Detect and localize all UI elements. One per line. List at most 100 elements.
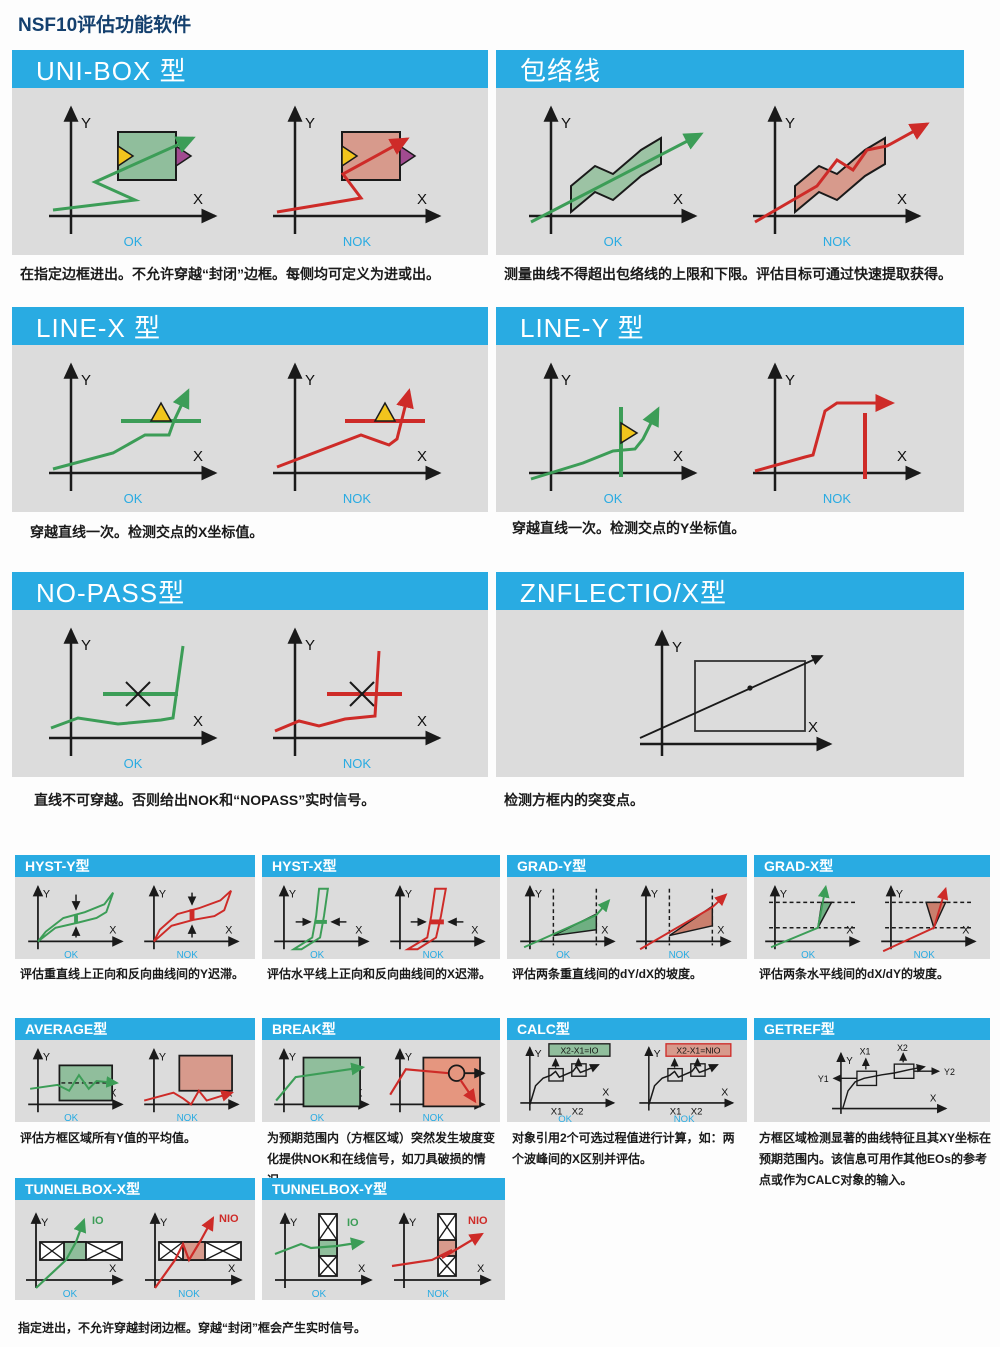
panel-average-header: AVERAGE型 (15, 1018, 255, 1040)
nok-curve (882, 886, 949, 953)
panel-grady: GRAD-Y型 Y X OK Y X (507, 855, 747, 959)
caption-calc: 对象引用2个可选过程值进行计算，如：两个波峰间的X区别并评估。 (512, 1131, 735, 1166)
panel-liney-header: LINE-Y 型 (496, 307, 964, 345)
x2-label: X2 (572, 1106, 584, 1117)
trigger-marker (620, 421, 639, 445)
caption-average: 评估方框区域所有Y值的平均值。 (20, 1131, 197, 1145)
y2-label: Y2 (944, 1067, 955, 1077)
calc-nok-diagram: Y X X2-X1=NIO X1 X2 NOK (639, 1043, 735, 1122)
cross-marker (349, 681, 375, 707)
nok-curve-in (389, 1068, 449, 1096)
page-title: NSF10评估功能软件 (18, 15, 192, 36)
nok-label: NOK (423, 950, 445, 959)
x-axis-label: X (673, 448, 683, 465)
y1-label: Y1 (817, 1074, 828, 1084)
ok-curve (275, 1062, 366, 1102)
panel-tunnelboxx-body: Y X IO OK Y X (15, 1200, 255, 1300)
grady-ok-diagram: Y X OK (520, 885, 616, 959)
nok-label: NOK (343, 756, 372, 771)
exit-marker (399, 144, 417, 168)
caption-linex: 穿越直线一次。检测交点的X坐标值。 (30, 524, 264, 540)
nok-label: NOK (669, 950, 691, 959)
ok-curve (52, 136, 196, 212)
calc-ok-diagram: Y X X2-X1=IO X1 X2 OK (520, 1043, 616, 1122)
caption-envelope: 测量曲线不得超出包络线的上限和下限。评估目标可通过快速提取获得。 (504, 266, 952, 282)
y-axis-label: Y (651, 889, 658, 901)
blocked-cross-segments (158, 1241, 242, 1261)
y-axis-label: Y (81, 115, 91, 132)
x1-label: X1 (670, 1106, 682, 1117)
panel-calc-header: CALC型 (507, 1018, 747, 1040)
x-axis-label: X (471, 925, 478, 937)
gradx-ok-diagram: Y X OK (765, 884, 861, 959)
gradient-wedge (925, 901, 947, 930)
caption-unibox: 在指定边框进出。不允许穿越“封闭”边框。每侧均可定义为进或出。 (20, 266, 440, 282)
y-axis-label: Y (780, 889, 787, 901)
x-axis-label: X (477, 1263, 485, 1275)
tunnelboxy-ok-diagram: Y X IO OK (274, 1212, 373, 1298)
y-axis-label: Y (409, 1217, 417, 1229)
x-axis-label: X (808, 719, 818, 736)
panel-liney-body: Y X OK Y X NOK (496, 345, 964, 512)
x-axis-label: X (417, 191, 427, 208)
x-axis-label: X (897, 448, 907, 465)
measure-curve (639, 655, 824, 739)
ok-label: OK (310, 950, 325, 959)
formula-label: X2-X1=NIO (676, 1045, 720, 1055)
panel-hystx-body: Y X OK Y X NOK (262, 877, 500, 959)
ok-label: OK (64, 1113, 79, 1122)
panel-nopass-header: NO-PASS型 (12, 572, 488, 610)
detection-box (694, 660, 806, 732)
panel-grady-body: Y X OK Y X NOK (507, 877, 747, 959)
x-axis-label: X (109, 925, 116, 937)
panel-envelope-header: 包络线 (496, 50, 964, 88)
ok-label: OK (124, 234, 143, 249)
panel-getref: GETREF型 Y X X1 X2 Y1 Y2 (754, 1018, 990, 1122)
hysteresis-loop (37, 892, 115, 943)
measure-curve (841, 1064, 926, 1109)
nok-curve (754, 122, 930, 224)
entry-marker (341, 144, 359, 168)
tunnelboxy-nok-diagram: Y X NIO NOK (391, 1212, 492, 1298)
nok-label: NOK (423, 1113, 445, 1122)
panel-tunnelboxx-header: TUNNELBOX-X型 (15, 1178, 255, 1200)
blocked-cross-segments (39, 1241, 123, 1261)
x-axis-label: X (601, 925, 608, 937)
y-axis-label: Y (785, 372, 795, 389)
hysty-ok-diagram: Y X OK (28, 885, 124, 959)
panel-hystx-header: HYST-X型 (262, 855, 500, 877)
panel-tunnelboxx: TUNNELBOX-X型 Y X IO OK Y (15, 1178, 255, 1300)
ok-curve (530, 406, 660, 481)
x-axis-label: X (929, 1093, 936, 1104)
caption-hystx: 评估水平线上正向和反向曲线间的X迟滞。 (267, 967, 492, 981)
panel-getref-header: GETREF型 (754, 1018, 990, 1040)
panel-znflectio-header: ZNFLECTIO/X型 (496, 572, 964, 610)
y-axis-label: Y (405, 1052, 412, 1064)
y-axis-label: Y (289, 1052, 296, 1064)
nok-curve (754, 394, 895, 473)
grady-nok-diagram: Y X NOK (636, 885, 732, 959)
panel-break-header: BREAK型 (262, 1018, 500, 1040)
ref-box-2 (893, 1063, 914, 1079)
ref-box-1 (855, 1070, 877, 1087)
caption-hysty: 评估重直线上正向和反向曲线间的Y迟滞。 (20, 967, 245, 981)
ok-label: OK (801, 950, 816, 959)
y-axis-label: Y (535, 1049, 542, 1060)
x-axis-label: X (109, 1263, 117, 1275)
nio-label: NIO (468, 1215, 488, 1227)
liney-ok-diagram: Y X OK (529, 362, 698, 506)
znflectio-diagram: Y X (639, 629, 833, 756)
envelope-ok-diagram: Y X OK (529, 105, 704, 249)
hysteresis-loop (404, 887, 447, 951)
hysteresis-loop (153, 889, 232, 943)
caption-getref: 方框区域检测显著的曲线特征且其XY坐标在预期范围内。该信息可用作其他EOs的参考… (759, 1131, 992, 1187)
panel-gradx-header: GRAD-X型 (754, 855, 990, 877)
panel-znflectio-body: Y X (496, 610, 964, 777)
panel-nopass-body: Y X OK Y X N (12, 610, 488, 777)
tunnelboxx-ok-diagram: Y X IO OK (26, 1212, 124, 1298)
ok-curve (50, 645, 185, 730)
x-axis-label: X (717, 925, 724, 937)
x1-label: X1 (551, 1106, 563, 1117)
y-axis-label: Y (43, 889, 50, 901)
hystx-nok-diagram: Y X NOK (390, 885, 486, 959)
